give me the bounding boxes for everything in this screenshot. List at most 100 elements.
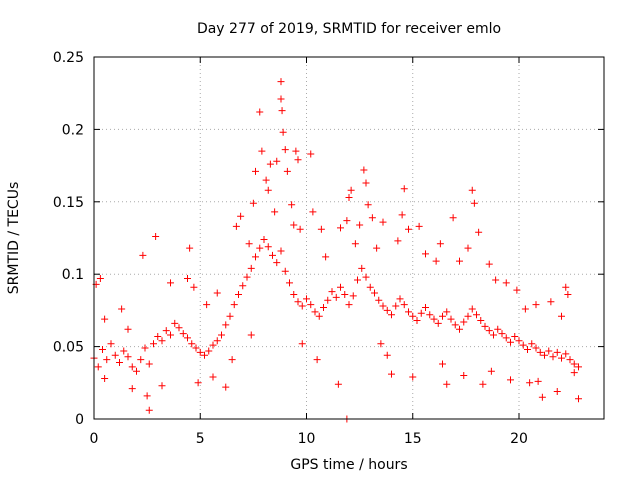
data-point: [345, 193, 353, 201]
data-point: [324, 296, 332, 304]
data-point: [524, 345, 531, 353]
data-point: [485, 260, 493, 268]
data-point: [379, 302, 387, 310]
data-point: [154, 332, 162, 340]
data-point: [205, 347, 213, 355]
data-point: [519, 341, 527, 349]
y-axis-label: SRMTID / TECUs: [6, 182, 22, 295]
data-point: [468, 305, 476, 313]
data-point: [277, 247, 285, 255]
data-point: [360, 166, 368, 174]
data-point: [477, 317, 485, 325]
data-point: [405, 225, 412, 233]
data-point: [337, 224, 344, 232]
data-point: [409, 312, 417, 320]
data-point: [413, 317, 421, 325]
data-point: [415, 222, 423, 230]
data-point: [298, 340, 306, 348]
x-tick-label: 10: [298, 431, 316, 447]
data-point: [439, 312, 446, 320]
data-point: [400, 185, 408, 193]
data-point: [277, 95, 285, 103]
data-point: [534, 377, 542, 385]
data-point: [570, 369, 578, 377]
data-point: [464, 312, 472, 320]
data-point: [158, 337, 166, 345]
data-point: [498, 330, 506, 338]
data-point: [258, 147, 266, 155]
data-point: [570, 360, 578, 368]
data-point: [107, 340, 115, 348]
data-point: [328, 288, 336, 296]
data-point: [294, 298, 302, 306]
data-point: [145, 360, 153, 368]
data-point: [526, 379, 534, 387]
data-point: [249, 199, 257, 207]
data-point: [298, 302, 306, 310]
data-point: [243, 273, 251, 281]
data-point: [317, 225, 325, 233]
data-point: [213, 289, 221, 297]
data-point: [162, 327, 170, 335]
y-tick-label: 0.1: [62, 267, 84, 283]
data-point: [377, 340, 385, 348]
data-point: [124, 353, 132, 361]
data-point: [362, 273, 370, 281]
data-point: [515, 337, 523, 345]
data-point: [288, 201, 296, 209]
data-point: [392, 302, 400, 310]
data-point: [311, 308, 319, 316]
data-point: [545, 347, 553, 355]
data-point: [133, 367, 140, 375]
data-point: [566, 356, 574, 364]
data-point: [439, 360, 446, 368]
data-point: [398, 211, 406, 219]
data-point: [375, 296, 383, 304]
data-point: [320, 304, 327, 312]
data-point: [256, 244, 264, 252]
data-point: [456, 325, 463, 333]
data-point: [379, 218, 387, 226]
x-tick-label: 20: [510, 431, 528, 447]
data-point: [430, 315, 438, 323]
data-points: [90, 78, 582, 423]
data-point: [209, 373, 217, 381]
data-point: [245, 240, 253, 248]
data-point: [247, 331, 255, 339]
data-point: [264, 243, 272, 251]
data-point: [252, 253, 259, 261]
grid-lines: [94, 57, 604, 419]
data-point: [116, 359, 123, 367]
data-point: [436, 240, 444, 248]
data-point: [575, 395, 582, 403]
data-point: [281, 146, 289, 154]
data-point: [143, 392, 151, 400]
data-point: [383, 351, 391, 359]
data-point: [532, 344, 540, 352]
y-tick-label: 0: [75, 412, 84, 428]
data-point: [273, 259, 281, 267]
data-point: [558, 354, 565, 362]
data-point: [479, 380, 487, 388]
data-point: [481, 322, 489, 330]
data-point: [283, 167, 291, 175]
data-point: [158, 382, 166, 390]
data-point: [456, 257, 463, 265]
data-point: [494, 325, 502, 333]
data-point: [190, 283, 198, 291]
data-point: [334, 380, 342, 388]
data-point: [196, 348, 204, 356]
data-point: [235, 290, 242, 298]
data-point: [228, 356, 236, 364]
data-point: [394, 237, 402, 245]
data-point: [547, 298, 555, 306]
data-point: [167, 331, 174, 339]
data-point: [405, 308, 412, 316]
data-point: [286, 279, 293, 287]
data-point: [417, 309, 425, 317]
data-point: [230, 301, 238, 309]
x-tick-label: 0: [90, 431, 99, 447]
data-point: [502, 334, 510, 342]
data-point: [118, 305, 126, 313]
data-point: [99, 345, 106, 353]
